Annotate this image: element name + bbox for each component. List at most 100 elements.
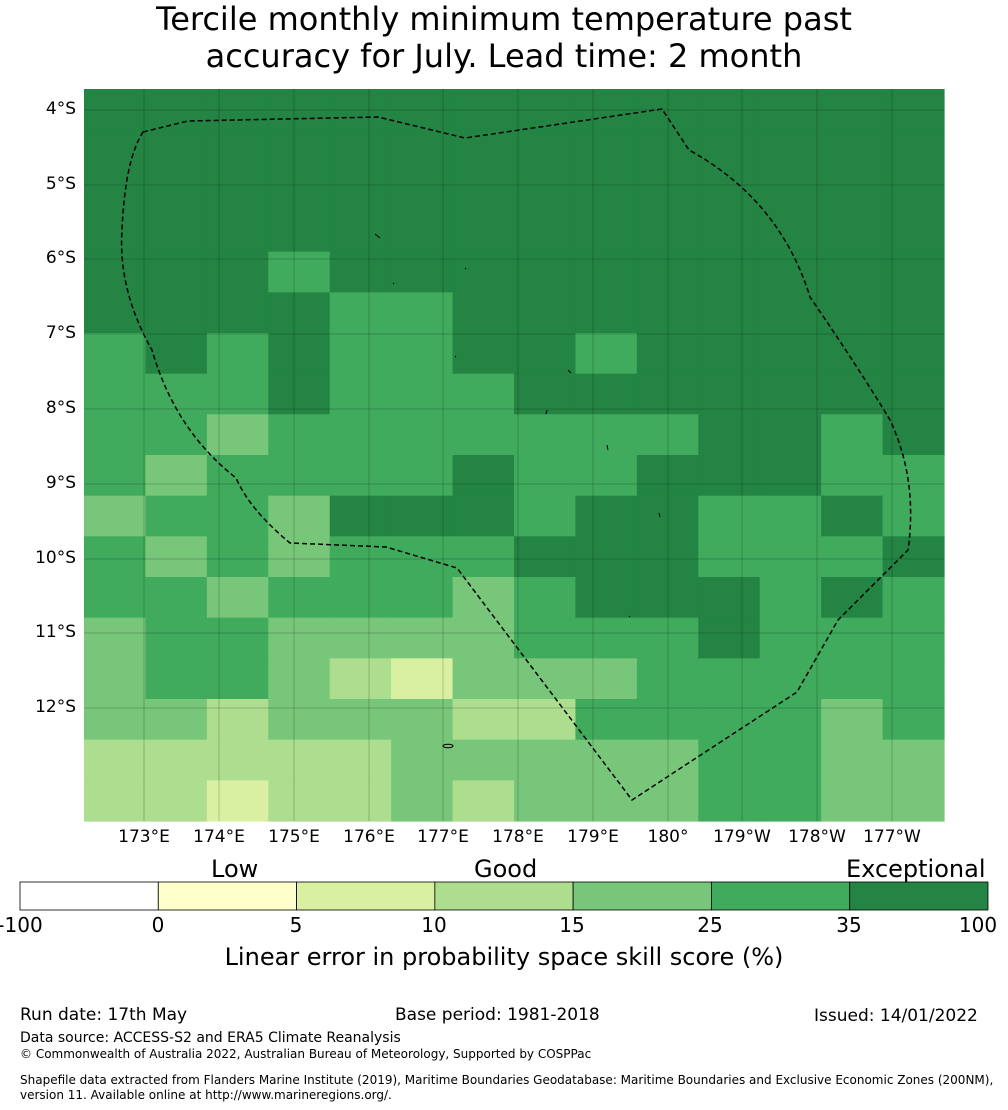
grid-cell: [206, 658, 269, 700]
grid-cell: [759, 577, 822, 619]
grid-cell: [145, 414, 208, 456]
grid-cell: [821, 699, 884, 741]
grid-cell: [636, 455, 699, 497]
lat-label: 7°S: [45, 323, 76, 343]
colorbar-tick: 35: [836, 913, 862, 937]
grid-cell: [514, 170, 577, 212]
grid-cell: [636, 739, 699, 781]
grid-cell: [84, 251, 147, 293]
grid-cell: [268, 617, 331, 659]
grid-cell: [821, 495, 884, 537]
grid-cell: [698, 658, 761, 700]
grid-cell: [268, 699, 331, 741]
grid-cell: [575, 211, 638, 253]
island: [392, 282, 395, 285]
grid-cell: [514, 251, 577, 293]
grid-cell: [636, 577, 699, 619]
grid-cell: [329, 373, 392, 415]
grid-cell: [452, 699, 515, 741]
grid-cell: [391, 170, 454, 212]
lat-label: 10°S: [35, 548, 76, 568]
grid-cell: [698, 780, 761, 822]
lon-label: 177°E: [417, 827, 469, 847]
eez-boundary: [120, 108, 912, 802]
grid-cell: [268, 577, 331, 619]
grid-cell: [391, 414, 454, 456]
grid-cell: [452, 739, 515, 781]
colorbar-tick: 15: [559, 913, 585, 937]
lon-label: 178°E: [492, 827, 544, 847]
grid-cell: [821, 414, 884, 456]
island: [442, 743, 454, 749]
grid-cell: [329, 251, 392, 293]
grid-cell: [514, 373, 577, 415]
grid-cell: [759, 129, 822, 171]
grid-cell: [145, 577, 208, 619]
grid-cell: [636, 780, 699, 822]
grid-cell: [84, 455, 147, 497]
colorbar-label: Linear error in probability space skill …: [224, 943, 784, 971]
grid-cell: [882, 292, 945, 334]
grid-cell: [698, 170, 761, 212]
colorbar: [19, 881, 989, 911]
island: [464, 267, 467, 270]
grid-cell: [206, 455, 269, 497]
grid-cell: [759, 617, 822, 659]
grid-cell: [821, 577, 884, 619]
grid-cell: [698, 251, 761, 293]
grid-cell: [636, 211, 699, 253]
island: [454, 355, 457, 358]
grid-cell: [759, 536, 822, 578]
grid-cell: [206, 739, 269, 781]
grid-cell: [268, 292, 331, 334]
grid-cell: [698, 211, 761, 253]
grid-cell: [882, 617, 945, 659]
grid-cell: [145, 292, 208, 334]
grid-cell: [84, 211, 147, 253]
grid-cell: [882, 455, 945, 497]
grid-cell: [84, 414, 147, 456]
grid-cell: [452, 333, 515, 375]
grid-cell: [268, 739, 331, 781]
grid-cell: [821, 211, 884, 253]
grid-cell: [514, 617, 577, 659]
grid-cell: [698, 617, 761, 659]
grid-cell: [882, 658, 945, 700]
grid-cell: [575, 617, 638, 659]
shapefile-credit-url: version 11. Available online at http://w…: [20, 1088, 392, 1102]
grid-cell: [391, 129, 454, 171]
grid-cell: [206, 129, 269, 171]
island: [545, 409, 548, 415]
grid-cell: [452, 129, 515, 171]
lon-label: 174°E: [193, 827, 245, 847]
grid-cell: [84, 617, 147, 659]
grid-cell: [268, 170, 331, 212]
grid-cell: [575, 658, 638, 700]
grid-cell: [329, 617, 392, 659]
grid-cell: [575, 699, 638, 741]
lat-label: 9°S: [45, 473, 76, 493]
grid-cell: [391, 211, 454, 253]
grid-cell: [145, 780, 208, 822]
grid-cell: [636, 129, 699, 171]
grid-cell: [821, 617, 884, 659]
lat-label: 6°S: [45, 248, 76, 268]
grid-cell: [514, 699, 577, 741]
grid-cell: [452, 658, 515, 700]
grid-cell: [821, 536, 884, 578]
grid-cell: [391, 739, 454, 781]
grid-cell: [84, 333, 147, 375]
grid-cell: [821, 780, 884, 822]
lon-label: 179°W: [713, 827, 771, 847]
grid-cell: [882, 495, 945, 537]
grid-cell: [882, 373, 945, 415]
grid-cell: [514, 739, 577, 781]
base-period: Base period: 1981-2018: [395, 1005, 600, 1025]
grid-cell: [329, 658, 392, 700]
grid-cell: [206, 577, 269, 619]
grid-cell: [698, 739, 761, 781]
colorbar-tick: 25: [697, 913, 723, 937]
grid-cell: [329, 455, 392, 497]
grid-cell: [698, 495, 761, 537]
lon-label: 179°E: [567, 827, 619, 847]
